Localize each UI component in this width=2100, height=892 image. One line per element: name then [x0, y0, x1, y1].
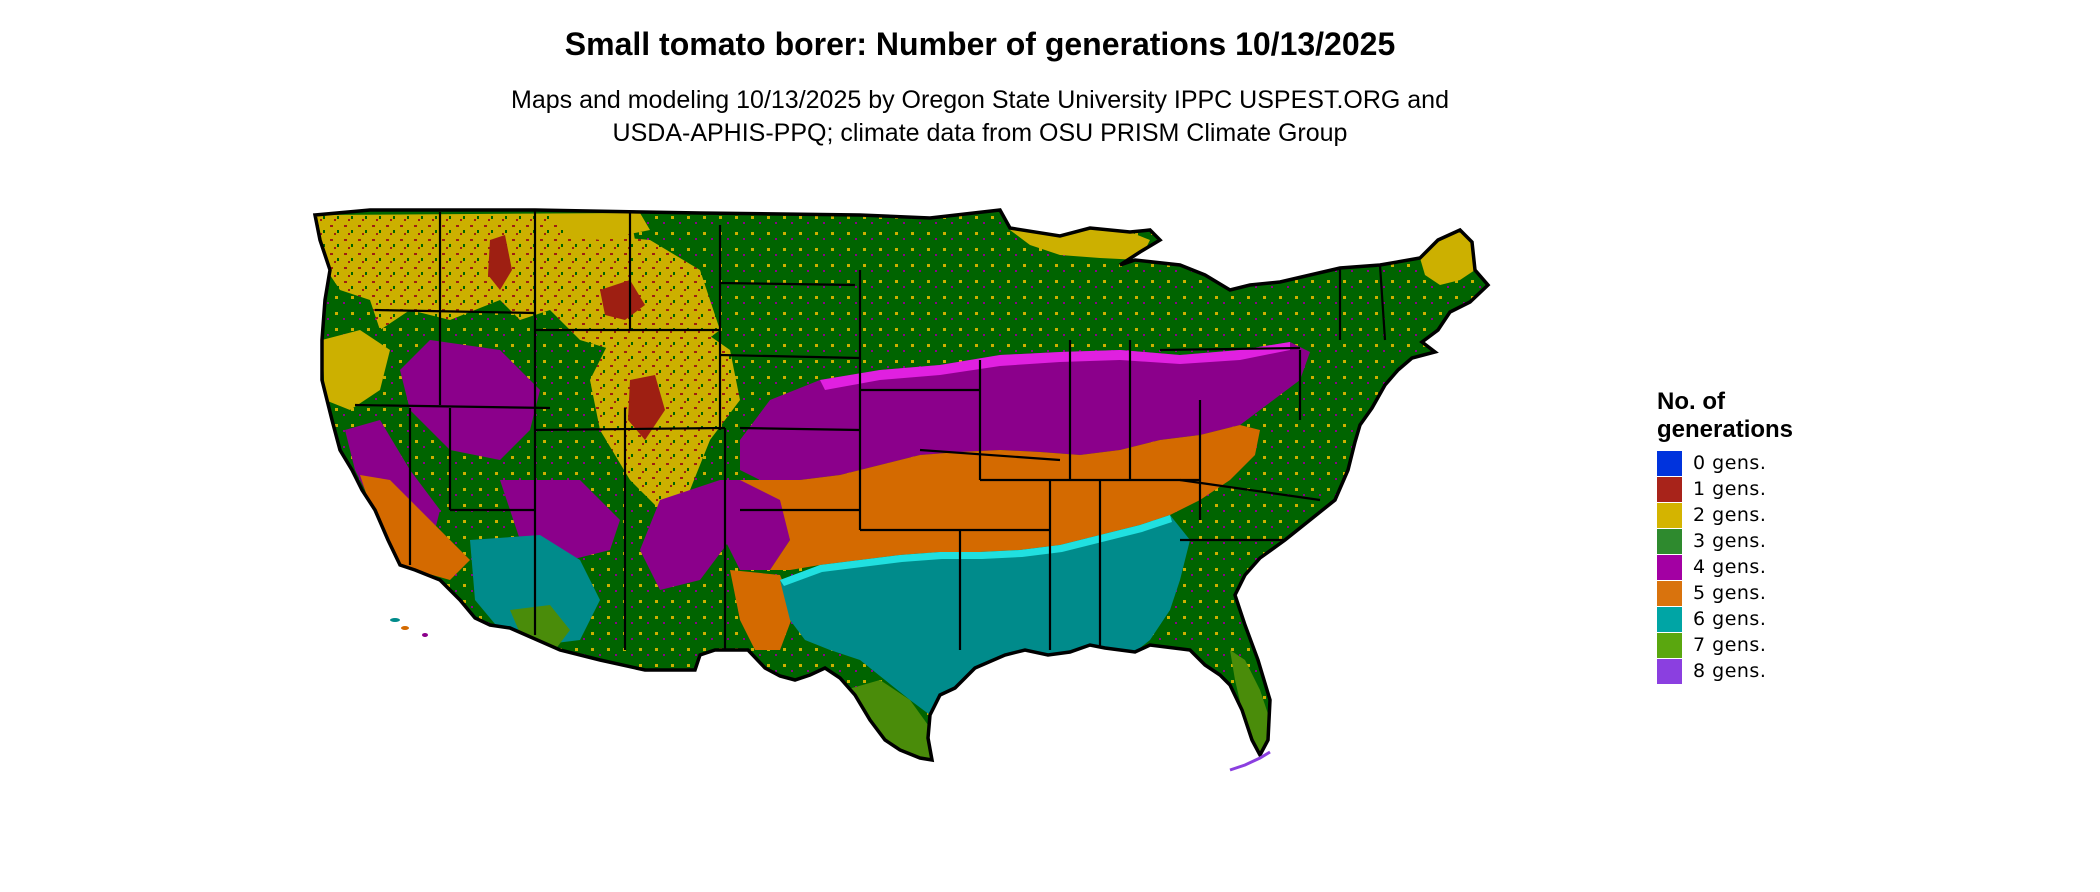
- legend-label: 3 gens.: [1693, 530, 1767, 552]
- legend-label: 5 gens.: [1693, 582, 1767, 604]
- legend-label: 2 gens.: [1693, 504, 1767, 526]
- legend-swatch: [1657, 528, 1682, 554]
- subtitle-line-2: USDA-APHIS-PPQ; climate data from OSU PR…: [612, 119, 1348, 147]
- legend-label: 7 gens.: [1693, 634, 1767, 656]
- map-subtitle: Maps and modeling 10/13/2025 by Oregon S…: [0, 84, 1960, 150]
- legend-swatch: [1657, 658, 1682, 684]
- legend-label: 6 gens.: [1693, 608, 1767, 630]
- region-6-gens-gulf: [780, 515, 1190, 715]
- region-4-gens-great-basin: [400, 340, 540, 460]
- legend-swatch: [1657, 632, 1682, 658]
- legend-title-line-1: No. of: [1657, 388, 1725, 415]
- legend-item: 4 gens.: [1657, 554, 1857, 580]
- region-1-gens-idaho: [488, 235, 512, 290]
- legend-item: 3 gens.: [1657, 528, 1857, 554]
- region-2-gens-great-lakes-north: [1000, 212, 1150, 260]
- legend-swatch: [1657, 554, 1682, 580]
- legend-swatch: [1657, 450, 1682, 476]
- generations-map: [313, 208, 1490, 772]
- legend-title-line-2: generations: [1657, 416, 1794, 443]
- legend-swatch: [1657, 606, 1682, 632]
- legend-label: 8 gens.: [1693, 660, 1767, 682]
- legend-title: No. of generations: [1657, 388, 1857, 444]
- region-5-gens-california: [360, 475, 470, 580]
- region-5-gens-west-texas: [730, 570, 795, 650]
- region-4-gens-new-mexico: [640, 480, 730, 590]
- region-1-gens-wyoming: [600, 280, 645, 320]
- legend-label: 4 gens.: [1693, 556, 1767, 578]
- legend-swatch: [1657, 580, 1682, 606]
- legend-label: 1 gens.: [1693, 478, 1767, 500]
- legend-item: 7 gens.: [1657, 632, 1857, 658]
- region-2-gens-rockies: [590, 315, 740, 510]
- legend-item: 8 gens.: [1657, 658, 1857, 684]
- legend-items: 0 gens. 1 gens. 2 gens. 3 gens. 4 gens. 5 gen…: [1657, 450, 1857, 684]
- region-2-gens-maine: [1420, 230, 1475, 285]
- map-title: Small tomato borer: Number of generation…: [564, 26, 1396, 62]
- region-2-gens-oregon-coast: [322, 330, 390, 410]
- legend-item: 1 gens.: [1657, 476, 1857, 502]
- region-1-gens-colorado: [628, 375, 665, 440]
- region-7-gens-florida: [1230, 650, 1270, 755]
- legend-item: 6 gens.: [1657, 606, 1857, 632]
- offshore-islands: [390, 618, 1271, 772]
- region-7-gens-south-texas: [845, 680, 932, 760]
- region-2-gens-montana-north: [550, 213, 650, 240]
- legend-swatch: [1657, 476, 1682, 502]
- map-legend: No. of generations 0 gens. 1 gens. 2 gens.…: [1657, 388, 1857, 684]
- state-borders: [354, 210, 1387, 670]
- subtitle-line-1: Maps and modeling 10/13/2025 by Oregon S…: [511, 86, 1449, 114]
- legend-label: 0 gens.: [1693, 452, 1767, 474]
- generation-regions: [315, 210, 1488, 760]
- legend-item: 0 gens.: [1657, 450, 1857, 476]
- legend-item: 5 gens.: [1657, 580, 1857, 606]
- legend-item: 2 gens.: [1657, 502, 1857, 528]
- region-4-gens-texas-panhandle: [720, 480, 790, 570]
- legend-swatch: [1657, 502, 1682, 528]
